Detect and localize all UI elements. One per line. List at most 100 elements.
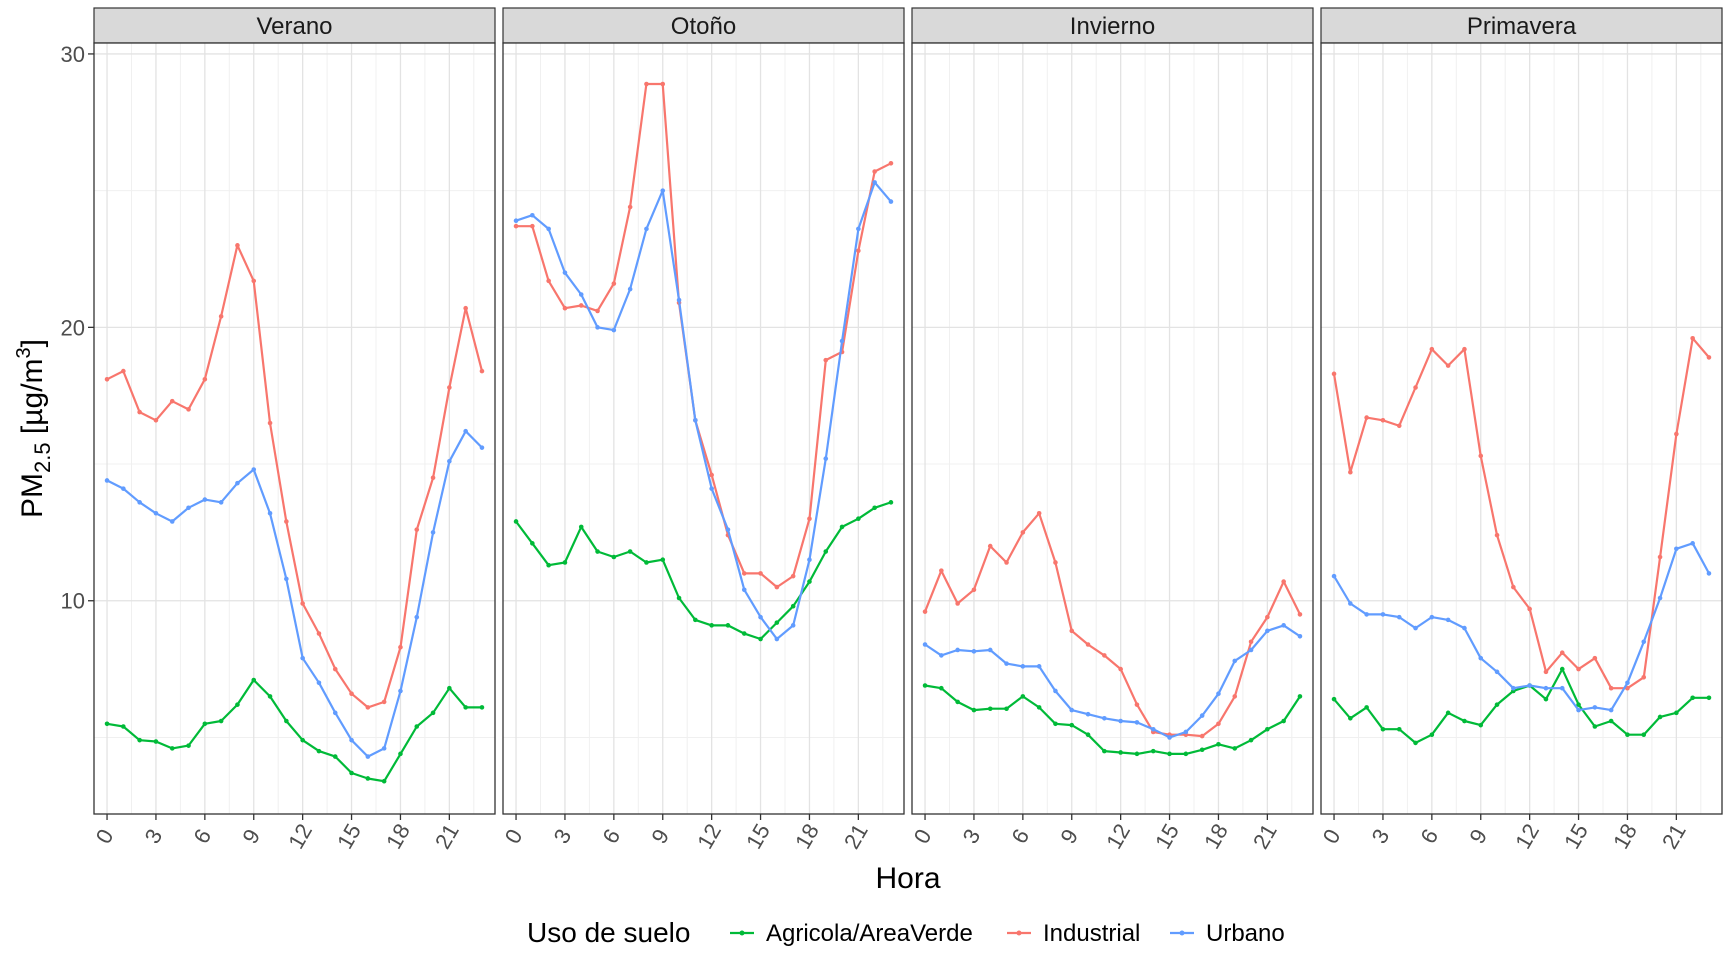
data-point (235, 480, 240, 486)
series-line (1333, 542, 1710, 712)
x-tick-label: 18 (1199, 819, 1233, 853)
x-axis-title: Hora (875, 862, 940, 895)
data-point (251, 467, 257, 472)
data-point (414, 724, 420, 729)
data-point (1199, 713, 1205, 718)
data-point (300, 601, 305, 606)
data-point (1478, 655, 1484, 661)
data-point (1053, 721, 1058, 727)
data-point (1543, 669, 1549, 675)
data-point (1674, 710, 1679, 716)
data-point (660, 557, 666, 563)
data-point (430, 710, 436, 716)
data-point (644, 226, 649, 232)
data-point (513, 218, 519, 224)
data-point (790, 603, 796, 609)
data-point (1053, 560, 1058, 565)
data-point (644, 81, 649, 87)
data-point (1657, 714, 1663, 720)
data-point (611, 554, 617, 560)
data-point (153, 417, 159, 423)
data-point (611, 327, 617, 333)
data-point (1592, 705, 1598, 710)
data-point (971, 707, 977, 713)
data-point (595, 325, 600, 330)
data-point (1183, 729, 1189, 735)
data-point (955, 699, 960, 705)
data-point (202, 497, 208, 502)
data-point (153, 510, 159, 516)
data-point (1265, 628, 1270, 634)
data-point (300, 655, 305, 661)
facet-strip-label: Invierno (1070, 13, 1155, 40)
data-point (955, 647, 960, 653)
data-point (1216, 741, 1221, 747)
data-point (398, 751, 403, 757)
data-point (856, 516, 861, 522)
data-point (530, 223, 535, 229)
data-point (530, 541, 535, 546)
data-point (1494, 702, 1500, 707)
data-point (365, 754, 371, 759)
data-point (1232, 746, 1238, 751)
data-point (823, 456, 829, 461)
data-point (676, 297, 682, 303)
data-point (578, 524, 584, 530)
data-point (235, 702, 240, 707)
panel-3: Primavera 0 3 6 9 12 15 18 21 (1318, 7, 1723, 853)
data-point (1657, 554, 1663, 560)
data-point (300, 737, 305, 743)
data-point (987, 706, 993, 712)
data-point (186, 505, 191, 511)
data-point (1118, 666, 1123, 672)
data-point (1167, 735, 1172, 740)
data-point (169, 746, 175, 751)
data-point (463, 428, 468, 434)
data-point (1625, 680, 1630, 686)
data-point (872, 169, 877, 174)
data-point (709, 623, 714, 628)
data-point (774, 620, 780, 625)
data-point (1576, 707, 1581, 713)
data-point (562, 305, 568, 311)
data-point (447, 385, 452, 390)
facet-strip-label: Otoño (671, 13, 736, 40)
y-axis: 10 20 30 (61, 42, 94, 614)
x-tick-label: 0 (91, 825, 119, 848)
data-point (758, 571, 763, 576)
x-tick-label: 18 (381, 819, 415, 853)
data-point (1592, 724, 1598, 729)
series-line (515, 501, 892, 641)
data-point (1331, 696, 1337, 702)
data-point (1396, 614, 1402, 620)
data-point (398, 688, 403, 694)
data-point (349, 737, 354, 743)
y-tick-label: 10 (61, 589, 85, 614)
x-tick-label: 3 (140, 825, 168, 848)
data-point (939, 568, 944, 573)
data-point (1199, 747, 1205, 753)
legend-entry: Industrial (1007, 920, 1140, 947)
legend-title: Uso de suelo (527, 917, 690, 948)
data-point (1036, 510, 1042, 516)
data-point (1118, 750, 1123, 755)
panel-border (502, 42, 905, 815)
data-point (823, 357, 829, 363)
panel-border (1320, 42, 1723, 815)
data-point (1004, 560, 1009, 565)
data-point (741, 631, 747, 636)
data-point (1706, 355, 1712, 360)
data-point (1576, 702, 1581, 707)
data-point (1543, 685, 1549, 691)
data-point (316, 631, 322, 636)
legend-entry: Agricola/AreaVerde (730, 920, 973, 947)
y-title-main: PM (16, 473, 49, 518)
data-point (104, 478, 110, 483)
legend: Uso de suelo Agricola/AreaVerde Industria… (527, 917, 1285, 948)
data-point (546, 278, 551, 284)
data-point (1036, 705, 1042, 710)
data-point (1429, 346, 1435, 352)
data-point (430, 530, 436, 535)
data-point (1608, 685, 1614, 691)
data-point (1265, 614, 1270, 620)
